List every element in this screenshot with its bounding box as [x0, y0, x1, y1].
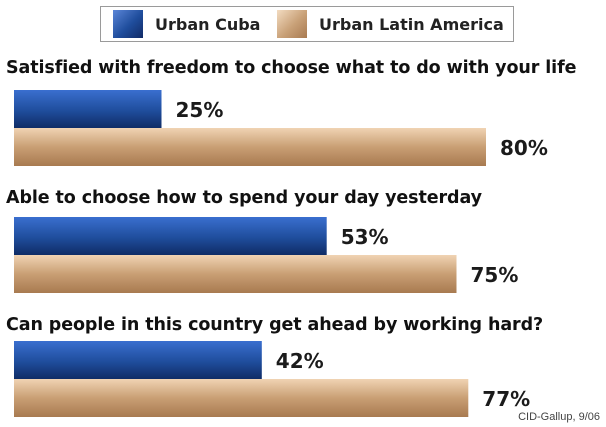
value-label-urban-latin-america-1: 80%	[500, 136, 548, 160]
legend-label-urban-latin-america: Urban Latin America	[319, 14, 504, 34]
bar-urban-cuba-1	[14, 90, 162, 128]
value-label-urban-cuba-1: 25%	[176, 98, 224, 122]
question-label-get-ahead: Can people in this country get ahead by …	[6, 315, 544, 335]
legend-swatch-urban-latin-america	[277, 10, 307, 38]
bar-urban-cuba-3	[14, 341, 262, 379]
value-label-urban-latin-america-3: 77%	[482, 387, 530, 411]
source-note: CID-Gallup, 9/06	[518, 411, 600, 423]
question-label-freedom: Satisfied with freedom to choose what to…	[6, 58, 577, 78]
bar-urban-latin-america-3	[14, 379, 469, 417]
legend-label-urban-cuba: Urban Cuba	[155, 14, 261, 34]
legend-item-urban-latin-america: Urban Latin America	[277, 7, 504, 41]
chart-legend: Urban Cuba Urban Latin America	[100, 6, 514, 42]
bar-urban-cuba-2	[14, 217, 327, 255]
value-label-urban-latin-america-2: 75%	[471, 263, 519, 287]
legend-item-urban-cuba: Urban Cuba	[113, 7, 260, 41]
question-label-spend-day: Able to choose how to spend your day yes…	[6, 188, 482, 208]
bar-urban-latin-america-1	[14, 128, 486, 166]
legend-swatch-urban-cuba	[113, 10, 143, 38]
value-label-urban-cuba-3: 42%	[276, 349, 324, 373]
value-label-urban-cuba-2: 53%	[341, 225, 389, 249]
bar-urban-latin-america-2	[14, 255, 457, 293]
